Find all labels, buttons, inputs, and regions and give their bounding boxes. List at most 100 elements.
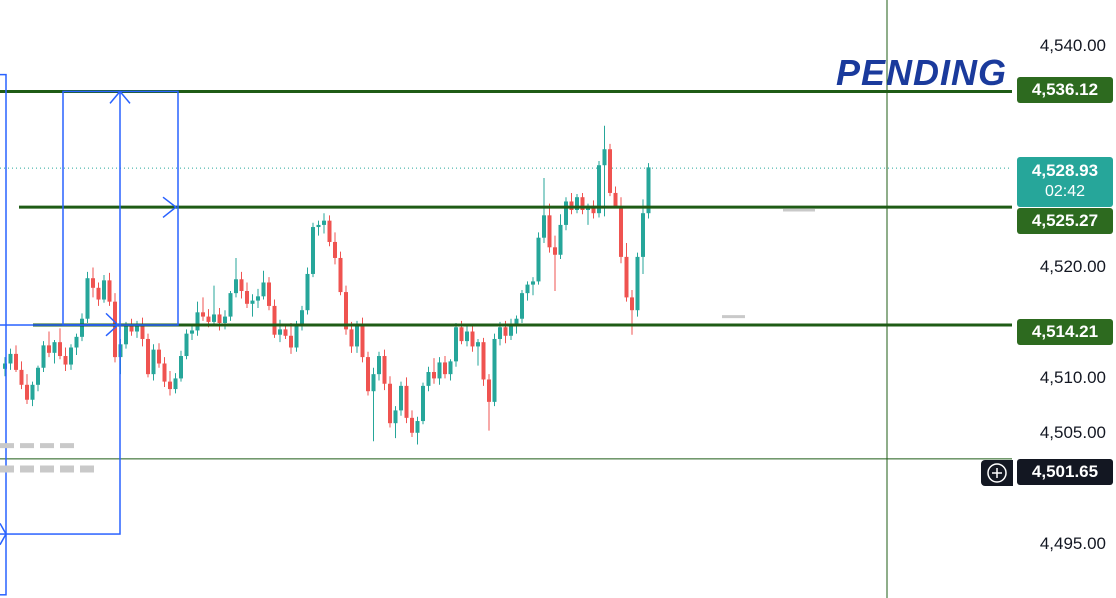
candle-body: [509, 325, 513, 336]
candle-body: [481, 342, 486, 380]
candle-body: [157, 349, 161, 364]
candle-body: [107, 280, 112, 302]
candle-body: [432, 372, 436, 379]
candle-body: [85, 278, 90, 319]
candle-body: [305, 273, 310, 311]
plus-circle-icon: [987, 463, 1007, 483]
candle-body: [531, 281, 535, 285]
candle-body: [322, 220, 326, 225]
candle-body: [613, 192, 618, 208]
candle-body: [52, 342, 57, 353]
candle-body: [520, 293, 524, 319]
candle-body: [135, 325, 139, 332]
candle-body: [14, 353, 18, 370]
candle-body: [547, 215, 552, 248]
candle-body: [162, 363, 167, 382]
candle-body: [619, 207, 623, 257]
candle-body: [278, 329, 282, 335]
candle-body: [3, 363, 7, 369]
current-price-value: 4,528.93: [1031, 161, 1099, 180]
candle-body: [492, 338, 497, 402]
candle-body: [80, 318, 84, 337]
arrow-right-head-lower: [105, 312, 120, 337]
arrow-right-head-bottom: [0, 523, 7, 546]
candle-body: [41, 345, 46, 368]
candle-body: [206, 316, 211, 322]
pending-annotation[interactable]: PENDING: [836, 52, 1008, 93]
y-tick-4505: 4,505.00: [1039, 423, 1106, 442]
candle-body: [591, 205, 596, 214]
candle-body: [47, 345, 51, 353]
candle-body: [228, 293, 233, 317]
candle-body: [377, 356, 381, 375]
candle-body: [289, 335, 293, 348]
add-alert-plus-icon[interactable]: [981, 460, 1013, 486]
candle-body: [426, 372, 431, 386]
candle-body: [239, 279, 244, 292]
level-label-4536[interactable]: 4,536.12: [1017, 77, 1113, 103]
candle-body: [360, 324, 365, 358]
candle-body: [327, 220, 332, 242]
crosshair-price-label: 4,501.65: [1017, 459, 1113, 485]
candle-body: [608, 149, 612, 193]
candle-body: [58, 342, 62, 357]
projection-box-lower: [0, 324, 121, 535]
projection-box-left: [0, 73, 7, 596]
candle-body: [124, 326, 128, 345]
candle-body: [349, 329, 354, 347]
candle-body: [272, 305, 277, 335]
candle-body: [102, 280, 106, 300]
level-label-4514[interactable]: 4,514.21: [1017, 319, 1113, 345]
candle-body: [448, 361, 453, 375]
y-tick-4495: 4,495.00: [1039, 534, 1106, 553]
candle-body: [443, 362, 447, 375]
current-price-label[interactable]: 4,528.93 02:42: [1017, 157, 1113, 207]
candle-body: [597, 165, 601, 214]
candle-body: [421, 385, 425, 422]
candle-body: [498, 327, 502, 339]
candle-body: [173, 378, 178, 390]
candle-body: [91, 278, 95, 288]
candle-body: [96, 287, 101, 300]
candle-body: [470, 331, 475, 347]
candle-body: [476, 342, 480, 347]
candle-body: [212, 314, 216, 322]
candle-body: [8, 353, 13, 364]
candle-body: [195, 312, 200, 331]
candle-body: [129, 326, 134, 332]
candle-body: [525, 284, 530, 294]
arrow-right-head-upper: [162, 196, 178, 219]
candle-body: [140, 325, 145, 339]
candle-body: [338, 257, 343, 293]
candle-body: [300, 310, 304, 327]
candle-body: [190, 330, 194, 334]
candle-body: [168, 381, 172, 390]
candle-body: [641, 213, 645, 257]
y-tick-4540: 4,540.00: [1039, 36, 1106, 55]
price-axis[interactable]: 4,540.00 4,520.00 4,510.00 4,505.00 4,49…: [1012, 0, 1116, 598]
candle-body: [399, 385, 403, 411]
candle-body: [30, 384, 35, 400]
candle-body: [366, 357, 370, 392]
candle-body: [536, 237, 541, 282]
candle-body: [63, 356, 68, 365]
candle-body: [256, 296, 260, 301]
plot-area[interactable]: PENDING: [0, 0, 1012, 598]
candle-body: [316, 224, 321, 228]
candle-body: [602, 149, 607, 166]
candle-body: [184, 333, 189, 357]
level-label-4525[interactable]: 4,525.27: [1017, 208, 1113, 234]
candle-body: [267, 282, 271, 306]
candle-body: [146, 338, 150, 375]
candle-body: [553, 247, 557, 255]
candle-body: [294, 326, 299, 348]
candle-body: [410, 417, 414, 433]
price-plot[interactable]: [0, 0, 1012, 598]
candle-body: [404, 385, 409, 418]
candle-body: [454, 327, 458, 362]
candle-body: [113, 301, 117, 358]
candle-body: [503, 327, 508, 336]
candle-body: [437, 362, 442, 379]
candle-body: [223, 316, 227, 323]
